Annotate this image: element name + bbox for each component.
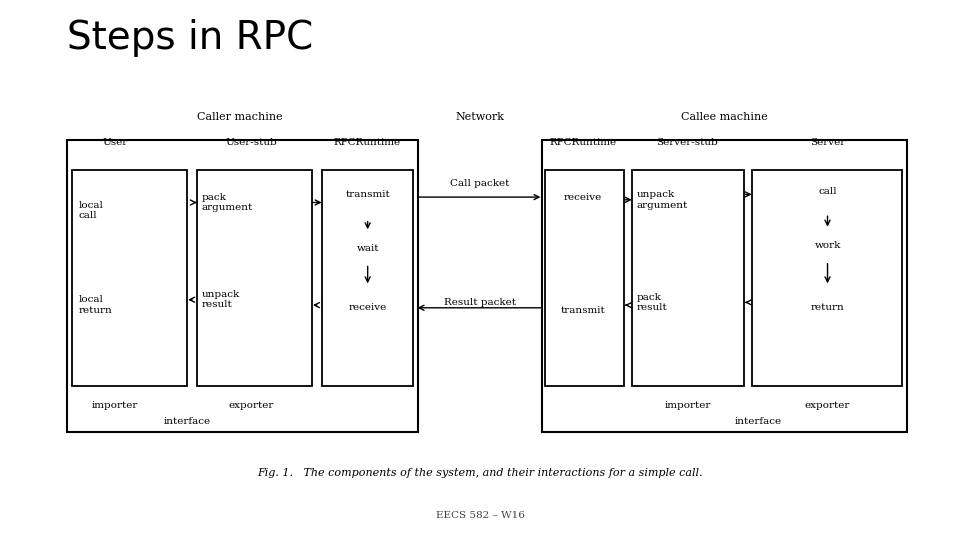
Bar bbox=[72, 170, 187, 386]
Text: EECS 582 – W16: EECS 582 – W16 bbox=[436, 511, 524, 520]
Bar bbox=[197, 170, 312, 386]
Bar bbox=[632, 170, 744, 386]
Text: Callee machine: Callee machine bbox=[682, 111, 768, 122]
Bar bbox=[545, 170, 624, 386]
Text: transmit: transmit bbox=[561, 306, 605, 315]
Text: importer: importer bbox=[664, 401, 710, 409]
Text: Fig. 1.   The components of the system, and their interactions for a simple call: Fig. 1. The components of the system, an… bbox=[257, 468, 703, 477]
Text: exporter: exporter bbox=[228, 401, 275, 409]
Text: wait: wait bbox=[356, 244, 379, 253]
Text: unpack
result: unpack result bbox=[202, 290, 240, 309]
Text: Network: Network bbox=[455, 111, 505, 122]
Text: pack
result: pack result bbox=[636, 293, 667, 312]
Bar bbox=[542, 140, 907, 432]
Text: transmit: transmit bbox=[346, 190, 390, 199]
Text: local
return: local return bbox=[79, 295, 112, 315]
Text: exporter: exporter bbox=[804, 401, 851, 409]
Text: interface: interface bbox=[734, 417, 782, 426]
Text: call: call bbox=[818, 187, 837, 196]
Text: pack
argument: pack argument bbox=[202, 193, 252, 212]
Text: receive: receive bbox=[564, 193, 602, 201]
Text: importer: importer bbox=[92, 401, 138, 409]
Text: receive: receive bbox=[348, 303, 387, 312]
Text: Result packet: Result packet bbox=[444, 298, 516, 307]
Text: RPCRuntime: RPCRuntime bbox=[549, 138, 616, 147]
Text: User: User bbox=[103, 138, 128, 147]
Text: User-stub: User-stub bbox=[226, 138, 277, 147]
Text: work: work bbox=[814, 241, 841, 250]
Text: Call packet: Call packet bbox=[450, 179, 510, 188]
Text: Steps in RPC: Steps in RPC bbox=[67, 19, 314, 57]
Text: local
call: local call bbox=[79, 201, 104, 220]
Text: Server-stub: Server-stub bbox=[657, 138, 718, 147]
Bar bbox=[67, 140, 418, 432]
Text: Server: Server bbox=[810, 138, 845, 147]
Text: Caller machine: Caller machine bbox=[197, 111, 283, 122]
Text: interface: interface bbox=[163, 417, 211, 426]
Bar bbox=[322, 170, 413, 386]
Text: return: return bbox=[810, 303, 845, 312]
Bar bbox=[752, 170, 902, 386]
Text: RPCRuntime: RPCRuntime bbox=[333, 138, 400, 147]
Text: unpack
argument: unpack argument bbox=[636, 190, 687, 210]
